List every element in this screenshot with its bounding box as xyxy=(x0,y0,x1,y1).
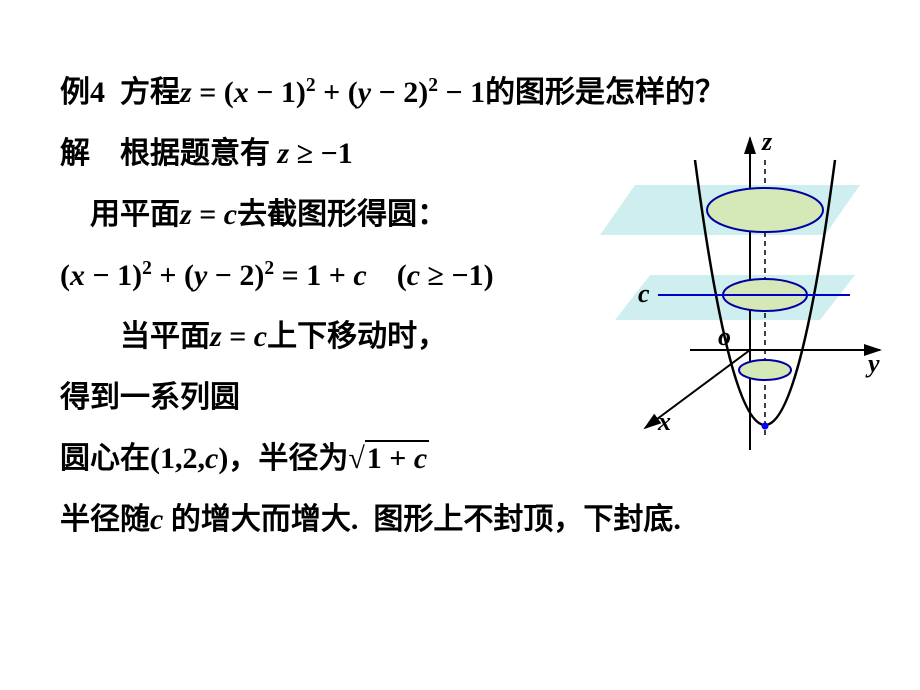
ellipse-bottom xyxy=(739,360,791,380)
vertex-point xyxy=(762,423,769,430)
paraboloid-diagram: z y x o c xyxy=(600,130,890,460)
sqrt-icon xyxy=(348,442,364,475)
solution-line-4: 当平面z = c上下移动时， xyxy=(60,314,630,359)
c-label: c xyxy=(638,279,650,308)
solution-label: 解 xyxy=(60,137,90,170)
solution-line-7: 半径随c 的增大而增大. 图形上不封顶，下封底. xyxy=(60,497,880,542)
solution-line-5: 得到一系列圆 xyxy=(60,375,630,420)
o-label: o xyxy=(718,322,731,351)
solution-line-6: 圆心在(1,2,c)，半径为1 + c xyxy=(60,436,630,481)
solution-line-2: 用平面z = c去截图形得圆： xyxy=(60,192,630,237)
solution-equation-2: (x − 1)2 + (y − 2)2 = 1 + c (c ≥ −1) xyxy=(60,253,630,298)
z-label: z xyxy=(761,130,773,156)
ellipse-top xyxy=(707,188,823,232)
x-label: x xyxy=(657,407,671,436)
example-label: 例4 xyxy=(60,76,105,109)
y-label: y xyxy=(865,349,880,378)
example-question: 例4 方程z = (x − 1)2 + (y − 2)2 − 1的图形是怎样的？ xyxy=(60,70,630,115)
solution-line-1: 解 根据题意有 z ≥ −1 xyxy=(60,131,630,176)
